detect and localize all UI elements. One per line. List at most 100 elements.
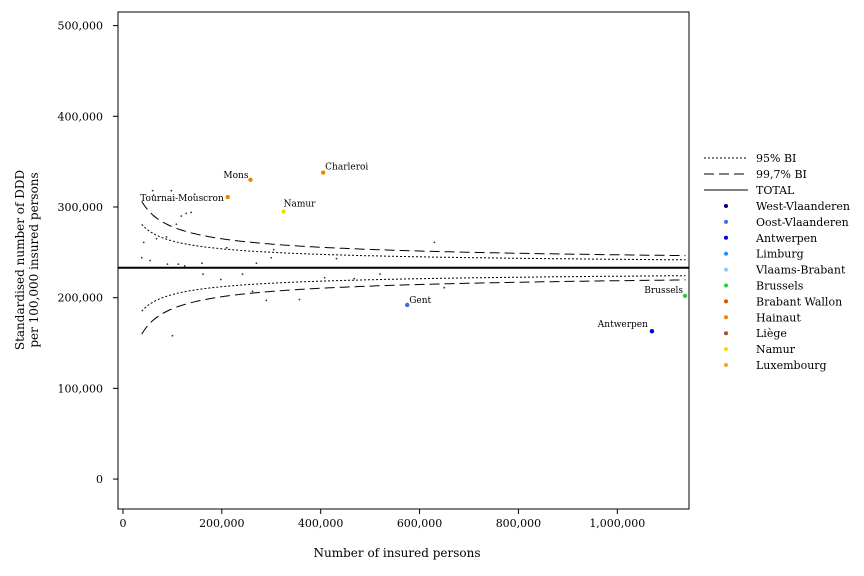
small-points (140, 189, 446, 337)
y-axis-title-line-2: per 100,000 insured persons (27, 172, 41, 347)
x-tick-label: 400,000 (298, 517, 344, 530)
point-label-antwerpen: Antwerpen (597, 320, 648, 330)
data-point (140, 256, 143, 259)
x-tick-label: 200,000 (199, 517, 245, 530)
legend-marker-oost-vlaanderen (724, 219, 728, 224)
data-point (185, 212, 188, 215)
data-point-brussels (682, 293, 688, 299)
data-point (170, 189, 173, 192)
legend-label-namur: Namur (756, 343, 796, 356)
legend-marker-antwerpen (724, 235, 728, 240)
y-tick-label: 0 (96, 473, 103, 486)
data-point (183, 265, 186, 267)
data-point (201, 262, 203, 265)
data-point (202, 273, 204, 276)
legend-marker-namur (724, 347, 728, 352)
data-point (190, 211, 193, 214)
legend-marker-liege (724, 331, 728, 336)
data-point (166, 263, 169, 266)
legend-marker-limburg (724, 251, 728, 256)
x-tick-label: 1,000,000 (589, 517, 645, 530)
legend-label-vlaams-brabant: Vlaams-Brabant (755, 264, 846, 277)
legend-label-luxembourg: Luxembourg (756, 359, 827, 372)
legend-label-99-7-bi: 99,7% BI (756, 168, 807, 181)
y-tick-label: 500,000 (58, 20, 104, 33)
point-label-mons: Mons (223, 171, 248, 181)
data-point-gent (405, 302, 410, 308)
data-point (219, 278, 222, 281)
point-label-charleroi: Charleroi (325, 163, 368, 173)
y-tick-label: 100,000 (58, 382, 104, 395)
legend-marker-west-vlaanderen (724, 204, 728, 208)
data-point (225, 246, 228, 249)
data-point (265, 299, 268, 302)
data-point (177, 263, 180, 266)
data-point (152, 194, 155, 197)
x-axis: 0 200,000 400,000 600,000 800,000 1,000,000 (119, 509, 645, 530)
point-label-brussels: Brussels (644, 286, 683, 296)
legend-label-total: TOTAL (756, 184, 795, 197)
legend-marker-luxembourg (724, 363, 728, 367)
data-point (151, 189, 154, 192)
labeled-points: Charleroi Mons Tournai-Mouscron Namur Gent Br… (140, 163, 688, 334)
data-point-namur (281, 209, 286, 214)
data-point-antwerpen (649, 329, 655, 334)
plot-frame (117, 11, 690, 510)
y-tick-label: 400,000 (58, 110, 104, 123)
data-point (298, 298, 301, 301)
legend-label-brabant-wallon: Brabant Wallon (756, 295, 842, 308)
legend-marker-brussels (724, 283, 728, 288)
legend-marker-brabant-wallon (724, 299, 728, 304)
data-point (323, 276, 326, 279)
limit-curves (141, 201, 686, 335)
point-label-tournai-mouscron: Tournai-Mouscron (140, 194, 224, 204)
legend-entries: West-Vlaanderen Oost-Vlaanderen Antwerpen L… (724, 200, 850, 372)
data-point (180, 215, 183, 217)
data-point (379, 273, 381, 276)
y-tick-label: 200,000 (58, 292, 104, 305)
upper-95-bi-curve (141, 223, 686, 261)
data-point (255, 262, 258, 265)
data-point (165, 236, 168, 238)
data-point (270, 256, 273, 259)
data-point-mons (248, 177, 253, 182)
legend-label-brussels: Brussels (756, 280, 804, 293)
plot-area: Charleroi Mons Tournai-Mouscron Namur Gent Br… (117, 11, 690, 510)
data-point (353, 277, 356, 280)
data-point (149, 259, 152, 262)
x-axis-title: Number of insured persons (314, 546, 481, 560)
legend-label-oost-vlaanderen: Oost-Vlaanderen (756, 216, 849, 229)
point-label-gent: Gent (409, 296, 431, 306)
data-point (335, 257, 338, 260)
data-point-charleroi (320, 170, 326, 175)
x-tick-label: 600,000 (397, 517, 443, 530)
legend-marker-hainaut (724, 315, 728, 320)
x-tick-label: 800,000 (496, 517, 542, 530)
data-point (443, 286, 446, 289)
data-point (193, 193, 196, 196)
data-point (171, 334, 174, 337)
legend-marker-vlaams-brabant (724, 267, 728, 272)
legend-label-antwerpen: Antwerpen (755, 232, 817, 245)
lower-99-7-bi-curve (141, 279, 686, 335)
legend: 95% BI 99,7% BI TOTAL West-Vlaanderen Oos… (704, 152, 850, 372)
y-tick-label: 300,000 (58, 201, 104, 214)
data-point (175, 223, 178, 226)
y-axis-title-line-1: Standardised number of DDD (13, 170, 27, 350)
x-tick-label: 0 (119, 517, 126, 530)
y-axis: 0 100,000 200,000 300,000 400,000 500,000 (58, 20, 118, 486)
data-point (272, 248, 275, 251)
data-point-tournai-mouscron (225, 194, 230, 200)
data-point (433, 241, 436, 244)
legend-label-hainaut: Hainaut (756, 311, 801, 324)
lower-95-bi-curve (141, 275, 686, 312)
data-point (142, 241, 145, 244)
data-point (251, 290, 254, 293)
legend-label-liege: Liège (756, 327, 787, 340)
legend-label-limburg: Limburg (756, 248, 804, 261)
upper-99-7-bi-curve (141, 201, 686, 257)
data-point (155, 237, 158, 240)
y-axis-title: Standardised number of DDD per 100,000 i… (13, 170, 41, 350)
